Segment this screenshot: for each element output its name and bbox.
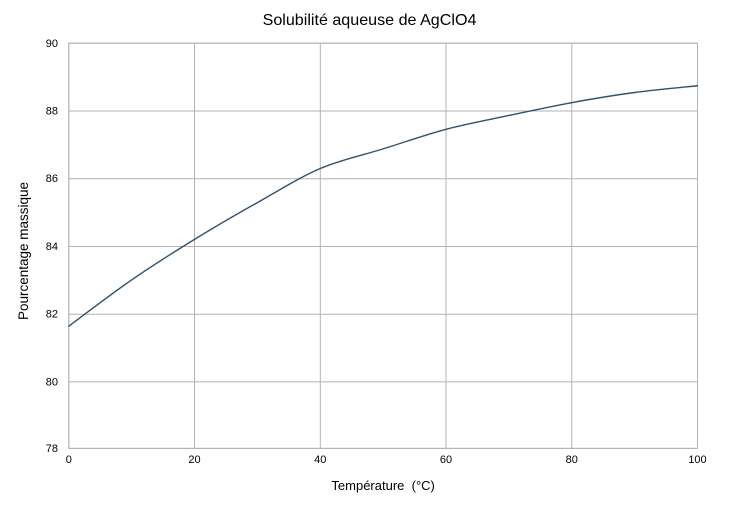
svg-text:80: 80 bbox=[566, 454, 578, 466]
svg-text:82: 82 bbox=[46, 309, 58, 321]
svg-text:84: 84 bbox=[46, 241, 58, 253]
svg-text:78: 78 bbox=[46, 443, 58, 455]
svg-text:90: 90 bbox=[46, 38, 58, 50]
svg-text:20: 20 bbox=[188, 454, 200, 466]
svg-text:86: 86 bbox=[46, 173, 58, 185]
svg-text:40: 40 bbox=[314, 454, 326, 466]
svg-text:0: 0 bbox=[66, 454, 72, 466]
svg-text:100: 100 bbox=[688, 454, 706, 466]
svg-text:60: 60 bbox=[440, 454, 452, 466]
svg-text:88: 88 bbox=[46, 106, 58, 118]
svg-text:80: 80 bbox=[46, 376, 58, 388]
